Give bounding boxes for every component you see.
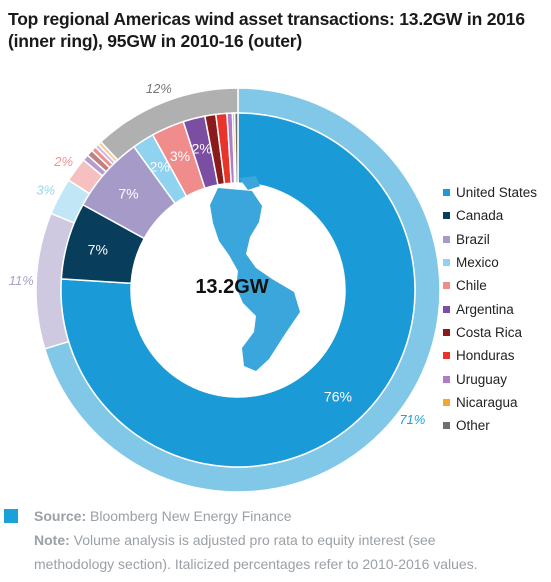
americas-map-icon: [210, 176, 300, 371]
inner-slice-united-states: [60, 112, 416, 468]
title-line-1: Top regional Americas wind asset transac…: [8, 9, 525, 29]
note-label: Note:: [34, 532, 70, 548]
center-total-label: 13.2GW: [195, 276, 268, 298]
source-label: Source:: [34, 508, 87, 524]
inner-label-brazil: 7%: [118, 185, 138, 201]
inner-label-united-states: 76%: [324, 388, 352, 404]
legend-swatch: [443, 189, 450, 197]
inner-label-chile: 3%: [170, 148, 190, 164]
legend-swatch: [443, 328, 450, 336]
legend-swatch: [443, 375, 450, 383]
inner-label-canada: 7%: [88, 241, 108, 257]
legend-swatch: [443, 259, 450, 267]
legend-swatch: [443, 398, 450, 406]
ring-labels: 76%7%7%2%3% 2%71%11%3%2%12%: [9, 81, 426, 427]
note-text-1: Volume analysis is adjusted pro rata to …: [73, 532, 436, 548]
legend-swatch: [443, 282, 450, 290]
legend-item-costa-rica: Costa Rica: [443, 321, 537, 344]
legend-swatch: [443, 422, 450, 430]
legend-item-honduras: Honduras: [443, 344, 537, 367]
legend-item-canada: Canada: [443, 204, 537, 227]
legend-item-argentina: Argentina: [443, 297, 537, 320]
inner-label-argentina: 2%: [192, 141, 212, 157]
legend-item-chile: Chile: [443, 274, 537, 297]
legend-label: Other: [456, 418, 490, 434]
outer-label-other: 12%: [146, 81, 172, 96]
legend-item-uruguay: Uruguay: [443, 367, 537, 390]
outer-label-brazil: 11%: [9, 273, 34, 288]
inner-label-mexico: 2%: [150, 159, 170, 175]
legend-item-nicaragua: Nicaragua: [443, 391, 537, 414]
legend-label: Argentina: [456, 301, 514, 317]
outer-label-mexico: 3%: [36, 182, 55, 197]
source-text: Bloomberg New Energy Finance: [90, 508, 292, 524]
legend-label: Nicaragua: [456, 394, 518, 410]
inner-slice-other: [233, 112, 239, 184]
chart-legend: United States Canada Brazil Mexico Chile Arge…: [443, 181, 537, 437]
title-line-2: (inner ring), 95GW in 2010-16 (outer): [8, 31, 303, 51]
legend-item-united-states: United States: [443, 181, 537, 204]
legend-label: Costa Rica: [456, 324, 523, 340]
legend-swatch: [443, 352, 450, 360]
source-line: Source: Bloomberg New Energy Finance: [34, 508, 292, 524]
legend-item-brazil: Brazil: [443, 228, 537, 251]
legend-swatch: [443, 305, 450, 313]
chart-title: Top regional Americas wind asset transac…: [8, 8, 543, 52]
legend-label: Brazil: [456, 231, 490, 247]
legend-swatch: [443, 235, 450, 243]
legend-label: Mexico: [456, 255, 499, 271]
outer-label-united-states: 71%: [399, 412, 425, 427]
legend-item-other: Other: [443, 414, 537, 437]
outer-label-chile: 2%: [53, 154, 73, 169]
legend-item-mexico: Mexico: [443, 251, 537, 274]
note-line-1: Note: Volume analysis is adjusted pro ra…: [34, 532, 436, 548]
legend-label: Chile: [456, 278, 487, 294]
legend-swatch: [443, 212, 450, 220]
note-text-2: methodology section). Italicized percent…: [34, 556, 478, 572]
donut-chart: 76%7%7%2%3% 2%71%11%3%2%12% 13.2GW: [9, 81, 441, 493]
bnef-brand-square-icon: [4, 509, 18, 523]
legend-label: Honduras: [456, 348, 515, 364]
inner-ring: [60, 112, 416, 468]
legend-label: Uruguay: [456, 371, 508, 387]
legend-label: Canada: [456, 208, 504, 224]
legend-label: United States: [456, 185, 538, 201]
note-line-2: methodology section). Italicized percent…: [34, 556, 478, 572]
